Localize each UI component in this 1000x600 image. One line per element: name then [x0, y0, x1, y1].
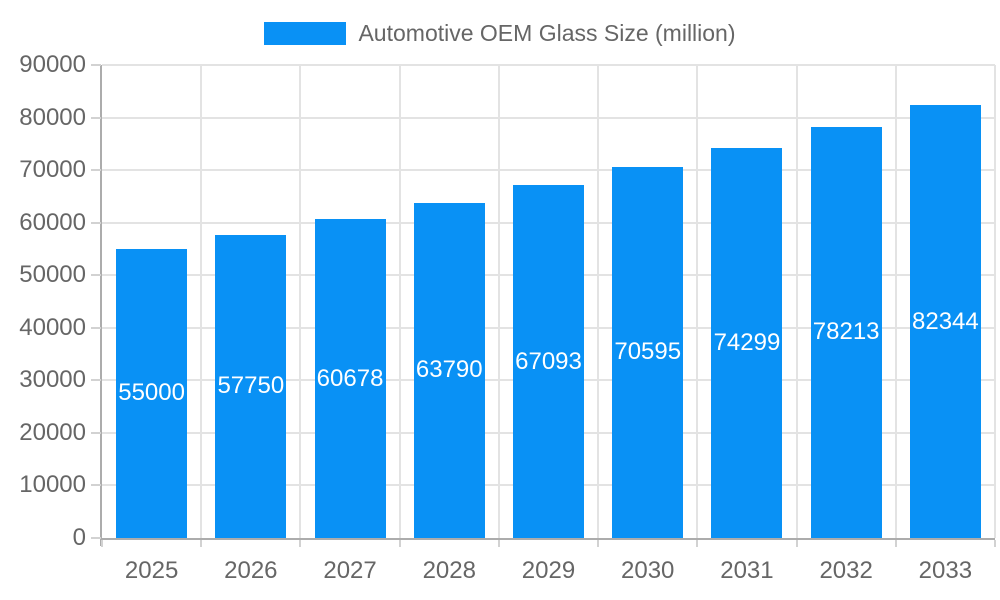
bar-value-label: 63790 [415, 356, 483, 384]
bar-value-label: 67093 [515, 347, 582, 375]
y-tick-label: 90000 [19, 51, 86, 78]
x-tick-mark [795, 540, 798, 547]
x-tick-mark [696, 540, 699, 547]
y-tick-mark [91, 116, 101, 119]
y-tick-label: 80000 [19, 103, 86, 131]
legend-label: Automotive OEM Glass Size (million) [358, 20, 736, 46]
x-tick-mark [497, 540, 500, 547]
h-gridline [102, 116, 995, 119]
y-tick-mark [91, 169, 101, 172]
v-gridline [597, 65, 600, 538]
y-tick-label: 60000 [19, 208, 86, 236]
bar-2027[interactable]: 60678 [314, 219, 386, 538]
bar-value-label: 55000 [118, 379, 185, 407]
v-gridline [894, 65, 897, 538]
bar-value-label: 60678 [316, 364, 384, 392]
bar-2030[interactable]: 70595 [612, 166, 684, 538]
x-tick-label: 2027 [323, 557, 377, 584]
x-tick-mark [398, 540, 401, 547]
bar-value-label: 78213 [812, 318, 880, 346]
x-tick-label: 2025 [124, 557, 179, 584]
legend-swatch [264, 22, 347, 45]
x-tick-mark [894, 540, 897, 547]
y-tick-mark [91, 274, 101, 277]
y-tick-mark [91, 537, 101, 539]
y-tick-label: 50000 [19, 261, 86, 289]
y-tick-label: 0 [72, 524, 86, 551]
x-tick-label: 2030 [621, 557, 675, 584]
bar-2026[interactable]: 57750 [215, 234, 287, 538]
h-gridline [102, 64, 995, 66]
legend-item-series-0[interactable]: Automotive OEM Glass Size (million) [264, 20, 736, 47]
x-tick-mark [597, 540, 600, 547]
x-tick-label: 2029 [521, 557, 576, 584]
v-gridline [795, 65, 798, 538]
y-axis-line [100, 65, 102, 546]
x-axis-line [100, 538, 995, 540]
y-tick-mark [91, 64, 101, 66]
v-gridline [299, 65, 302, 538]
x-tick-mark [994, 540, 996, 547]
y-tick-label: 40000 [19, 313, 86, 341]
h-gridline [102, 169, 995, 172]
y-tick-label: 20000 [19, 418, 86, 446]
x-tick-label: 2032 [819, 557, 873, 584]
bar-2028[interactable]: 63790 [413, 202, 485, 538]
y-tick-mark [91, 431, 101, 434]
bar-2032[interactable]: 78213 [810, 126, 882, 538]
bar-value-label: 82344 [912, 307, 979, 335]
bar-value-label: 74299 [713, 328, 781, 356]
x-tick-mark [299, 540, 302, 547]
y-tick-mark [91, 379, 101, 382]
x-tick-label: 2033 [918, 557, 973, 584]
y-tick-mark [91, 484, 101, 487]
bar-2025[interactable]: 55000 [116, 248, 188, 538]
bar-value-label: 70595 [614, 338, 682, 366]
y-tick-label: 30000 [19, 366, 86, 394]
bar-value-label: 57750 [217, 372, 285, 400]
x-tick-mark [200, 540, 203, 547]
legend: Automotive OEM Glass Size (million) [0, 20, 1000, 47]
y-tick-label: 70000 [19, 156, 86, 184]
x-tick-label: 2026 [224, 557, 278, 584]
y-tick-label: 10000 [19, 471, 86, 499]
x-tick-label: 2028 [422, 557, 476, 584]
bar-2033[interactable]: 82344 [909, 105, 981, 538]
v-gridline [200, 65, 203, 538]
v-gridline [696, 65, 699, 538]
x-tick-mark [101, 540, 103, 547]
v-gridline [398, 65, 401, 538]
bar-2031[interactable]: 74299 [711, 147, 783, 538]
y-tick-mark [91, 326, 101, 329]
x-tick-label: 2031 [720, 557, 774, 584]
v-gridline [497, 65, 500, 538]
plot-area: 55000 57750 60678 63790 67093 70595 74299 78213… [102, 64, 996, 538]
y-tick-mark [91, 221, 101, 224]
bar-2029[interactable]: 67093 [513, 185, 584, 538]
v-gridline [994, 65, 996, 538]
